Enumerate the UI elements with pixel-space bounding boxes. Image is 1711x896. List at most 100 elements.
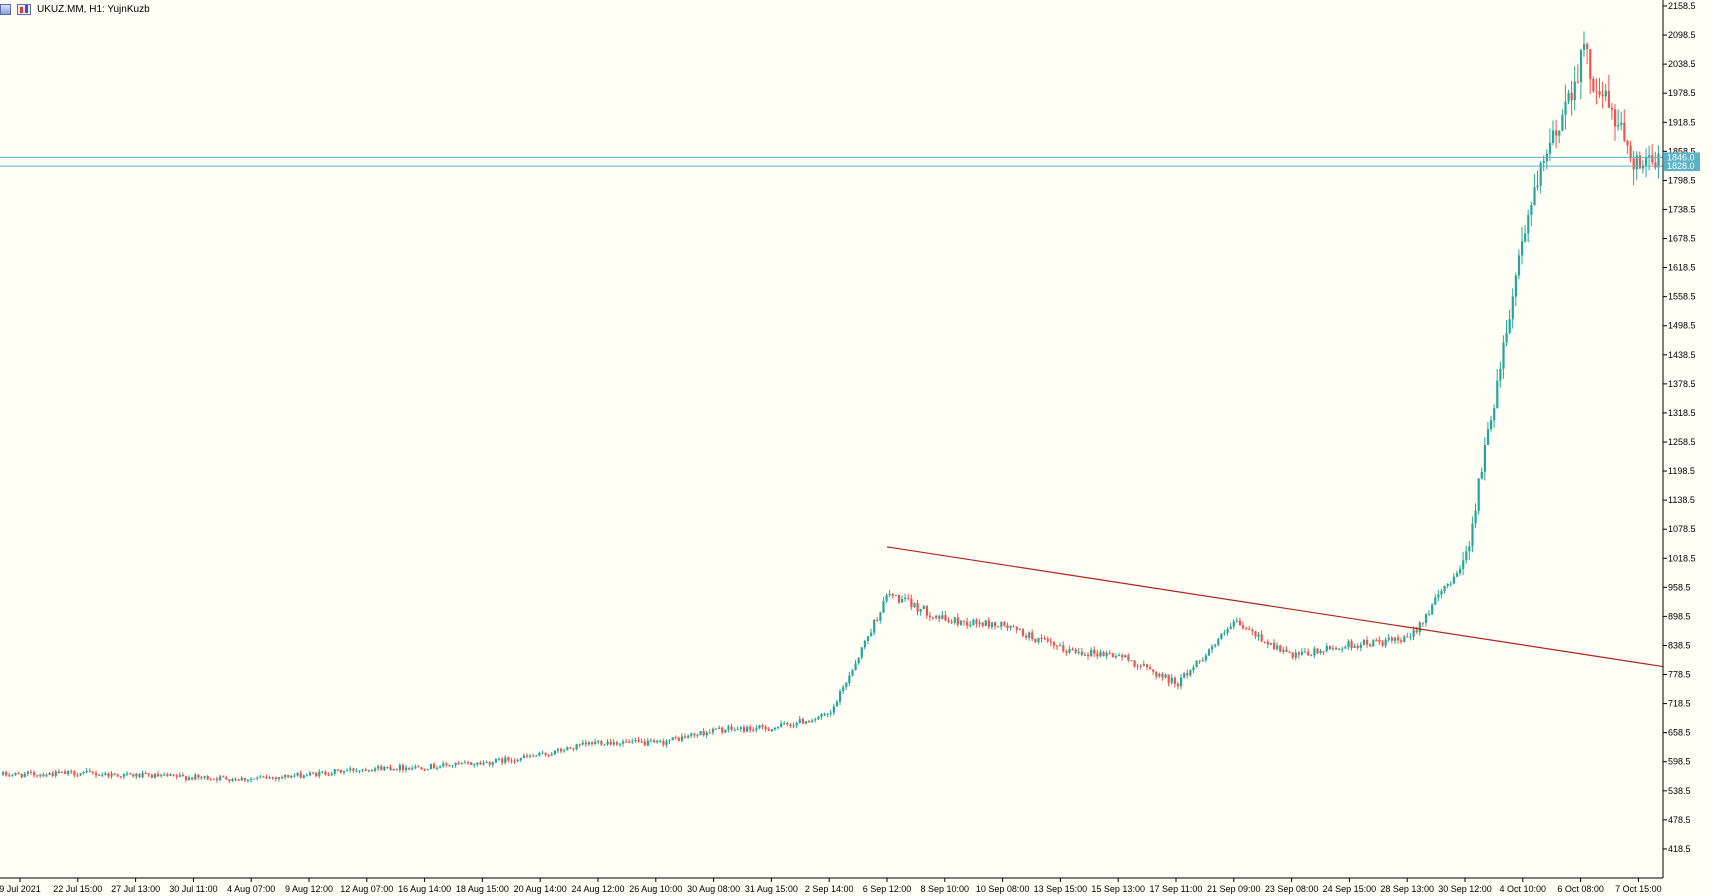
candle — [1440, 588, 1443, 599]
window-icon[interactable] — [0, 3, 11, 15]
x-tick-label: 31 Aug 15:00 — [745, 884, 798, 894]
candle — [228, 778, 231, 784]
y-tick-label: 2038.5 — [1668, 59, 1696, 69]
candle — [687, 734, 690, 739]
candle — [1381, 639, 1384, 648]
candle — [197, 774, 200, 780]
x-tick-label: 26 Aug 10:00 — [629, 884, 682, 894]
candle — [408, 767, 411, 771]
candle — [643, 738, 646, 746]
candle — [959, 620, 963, 626]
x-tick-label: 24 Aug 12:00 — [571, 884, 624, 894]
candle — [913, 602, 916, 608]
candle — [563, 748, 566, 753]
y-tick-label: 1438.5 — [1668, 350, 1696, 360]
candle — [631, 738, 634, 745]
candle — [1248, 625, 1251, 631]
candle — [287, 774, 290, 778]
candle — [426, 768, 429, 771]
candle — [377, 764, 380, 772]
candle — [770, 728, 773, 733]
candle — [110, 770, 113, 779]
candle — [504, 755, 507, 765]
candle — [33, 770, 36, 778]
candle — [1570, 80, 1573, 116]
candle — [1211, 644, 1214, 654]
candle — [374, 766, 377, 773]
candle — [1192, 664, 1195, 673]
x-tick-label: 9 Jul 2021 — [0, 884, 41, 894]
candle — [668, 739, 671, 745]
candle — [305, 773, 308, 777]
candle — [696, 733, 699, 738]
candle — [1335, 645, 1338, 651]
candle — [1136, 663, 1139, 671]
candle — [1369, 642, 1372, 648]
candle — [584, 739, 587, 747]
candle — [20, 773, 23, 779]
candle — [742, 724, 746, 734]
candle — [1576, 64, 1579, 84]
candle — [612, 739, 615, 747]
candle — [1366, 636, 1369, 648]
candle — [1238, 617, 1242, 626]
candle — [172, 773, 175, 777]
candle — [1530, 201, 1533, 227]
candle — [206, 775, 209, 781]
candle — [1328, 645, 1331, 651]
y-tick-label: 1078.5 — [1668, 524, 1696, 534]
candle — [814, 717, 817, 723]
x-tick-label: 15 Sep 13:00 — [1091, 884, 1145, 894]
y-tick-label: 1858.5 — [1668, 146, 1696, 156]
candle — [1059, 642, 1062, 647]
candle — [336, 768, 339, 772]
x-tick-label: 18 Aug 15:00 — [456, 884, 509, 894]
candle — [727, 724, 730, 733]
candle — [1462, 551, 1465, 576]
candle — [956, 613, 959, 627]
y-tick-label: 478.5 — [1668, 815, 1691, 825]
candle — [1145, 663, 1149, 671]
candle — [519, 757, 522, 763]
candle — [547, 754, 550, 758]
candle — [157, 771, 160, 778]
candle — [783, 720, 786, 726]
chart-type-icon[interactable] — [17, 3, 31, 15]
candle — [1375, 637, 1378, 642]
candle — [163, 772, 166, 777]
candle — [1307, 648, 1310, 656]
candle — [1223, 629, 1226, 636]
candle — [330, 771, 333, 777]
candle — [51, 770, 54, 778]
candle — [1294, 649, 1297, 661]
candle — [1183, 672, 1186, 679]
candle — [1459, 565, 1462, 576]
candle — [1651, 143, 1654, 165]
candle — [54, 769, 57, 779]
candle — [91, 770, 95, 775]
candle — [135, 772, 138, 780]
candle — [715, 727, 718, 730]
candle — [922, 605, 925, 610]
candle — [284, 774, 287, 780]
candle — [73, 769, 76, 778]
candle — [29, 769, 33, 776]
candle — [463, 760, 467, 764]
candle — [609, 738, 612, 746]
candle — [1232, 619, 1235, 630]
candle — [1025, 633, 1028, 640]
candle — [1310, 653, 1313, 657]
candle — [572, 748, 575, 752]
candle — [1099, 649, 1102, 658]
candle — [708, 729, 711, 734]
y-tick-label: 538.5 — [1668, 786, 1691, 796]
candle — [863, 639, 866, 650]
candle — [938, 614, 941, 623]
candle — [801, 717, 804, 724]
candle — [1118, 652, 1121, 657]
candle — [488, 761, 491, 767]
candle — [1536, 170, 1539, 191]
